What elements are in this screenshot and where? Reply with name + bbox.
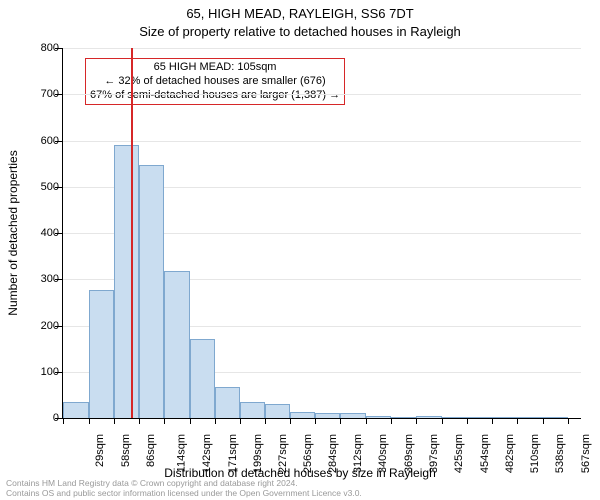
histogram-bar: [391, 417, 416, 418]
annotation-line1: 65 HIGH MEAD: 105sqm: [90, 61, 340, 75]
x-tick: [265, 418, 266, 424]
plot-area: 65 HIGH MEAD: 105sqm ← 32% of detached h…: [62, 48, 581, 419]
marker-line: [131, 48, 133, 418]
x-tick: [89, 418, 90, 424]
annotation-box: 65 HIGH MEAD: 105sqm ← 32% of detached h…: [85, 58, 345, 105]
x-tick-label: 86sqm: [145, 434, 157, 467]
gridline: [63, 94, 581, 95]
histogram-bar: [290, 412, 315, 418]
footer-line2: Contains OS and public sector informatio…: [6, 489, 362, 498]
x-tick: [340, 418, 341, 424]
x-tick: [467, 418, 468, 424]
histogram-bar: [467, 417, 492, 418]
histogram-bar: [492, 417, 517, 418]
x-tick: [290, 418, 291, 424]
y-axis-label: Number of detached properties: [6, 150, 20, 315]
gridline: [63, 48, 581, 49]
x-tick: [366, 418, 367, 424]
y-tick-label: 0: [19, 412, 59, 424]
y-tick-label: 200: [19, 320, 59, 332]
y-tick-label: 800: [19, 42, 59, 54]
histogram-bar: [139, 165, 164, 418]
gridline: [63, 141, 581, 142]
chart-container: 65, HIGH MEAD, RAYLEIGH, SS6 7DT Size of…: [0, 0, 600, 500]
y-tick-label: 500: [19, 181, 59, 193]
histogram-bar: [265, 404, 290, 418]
x-tick: [517, 418, 518, 424]
histogram-bar: [543, 417, 568, 418]
title-line1: 65, HIGH MEAD, RAYLEIGH, SS6 7DT: [0, 6, 600, 21]
y-tick-label: 400: [19, 227, 59, 239]
annotation-line3: 67% of semi-detached houses are larger (…: [90, 89, 340, 103]
histogram-bar: [164, 271, 190, 418]
title-line2: Size of property relative to detached ho…: [0, 24, 600, 39]
x-tick: [315, 418, 316, 424]
x-tick: [240, 418, 241, 424]
x-tick: [391, 418, 392, 424]
x-tick: [139, 418, 140, 424]
x-tick: [190, 418, 191, 424]
x-tick: [63, 418, 64, 424]
histogram-bar: [190, 339, 215, 418]
histogram-bar: [442, 417, 467, 418]
x-tick-label: 58sqm: [120, 434, 132, 467]
x-tick: [543, 418, 544, 424]
histogram-bar: [315, 413, 340, 418]
histogram-bar: [366, 416, 391, 418]
x-tick: [442, 418, 443, 424]
x-tick: [492, 418, 493, 424]
x-tick: [215, 418, 216, 424]
histogram-bar: [63, 402, 89, 418]
histogram-bar: [240, 402, 266, 418]
histogram-bar: [89, 290, 114, 418]
x-tick-label: 29sqm: [94, 434, 106, 467]
histogram-bar: [215, 387, 240, 418]
x-tick: [114, 418, 115, 424]
x-tick: [568, 418, 569, 424]
histogram-bar: [114, 145, 139, 418]
y-tick-label: 300: [19, 273, 59, 285]
y-tick-label: 100: [19, 366, 59, 378]
x-tick: [416, 418, 417, 424]
y-tick-label: 700: [19, 88, 59, 100]
histogram-bar: [340, 413, 366, 418]
footer: Contains HM Land Registry data © Crown c…: [6, 479, 362, 498]
histogram-bar: [416, 416, 442, 418]
x-tick: [164, 418, 165, 424]
histogram-bar: [517, 417, 543, 418]
annotation-line2: ← 32% of detached houses are smaller (67…: [90, 75, 340, 89]
y-tick-label: 600: [19, 135, 59, 147]
